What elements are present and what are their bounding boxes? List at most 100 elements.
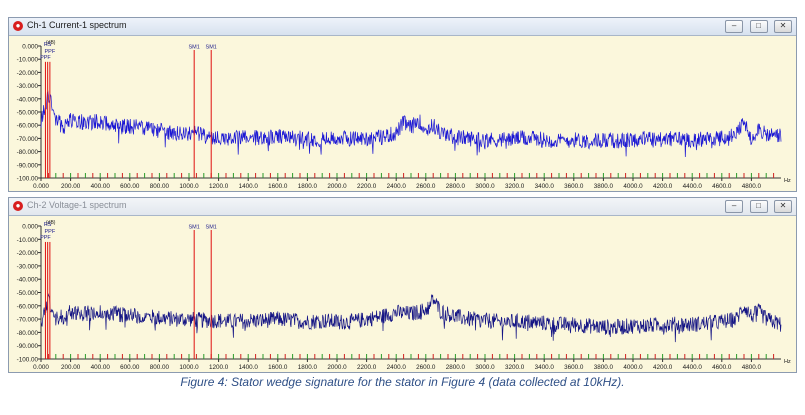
frequency-marker-label: SM1: [189, 224, 200, 230]
window-title: Ch-1 Current-1 spectrum: [27, 20, 127, 30]
frequency-marker-label: SM1: [206, 224, 217, 230]
y-tick-label: -60.000: [17, 303, 39, 310]
x-axis-unit: Hz: [784, 359, 791, 365]
y-tick-label: 0.000: [22, 44, 38, 51]
x-tick-label: 2800.0: [446, 183, 466, 190]
y-tick-label: -70.000: [17, 136, 39, 143]
x-tick-label: 2200.0: [357, 364, 377, 371]
figure-caption: Figure 4: Stator wedge signature for the…: [180, 375, 625, 389]
x-tick-label: 3000.0: [475, 183, 495, 190]
x-tick-label: 4200.0: [653, 364, 673, 371]
y-tick-label: -50.000: [17, 290, 39, 297]
x-tick-label: 2800.0: [446, 364, 466, 371]
x-tick-label: 1800.0: [298, 364, 318, 371]
y-tick-label: -100.00: [17, 357, 39, 364]
x-tick-label: 1400.0: [239, 183, 259, 190]
y-tick-label: -80.000: [17, 330, 39, 337]
maximize-button[interactable]: □: [749, 200, 768, 213]
x-tick-label: 2200.0: [357, 183, 377, 190]
x-tick-label: 1600.0: [268, 183, 288, 190]
x-tick-label: 4400.0: [683, 183, 703, 190]
frequency-marker-label: PPF: [40, 235, 51, 241]
close-button[interactable]: ✕: [774, 20, 792, 33]
x-tick-label: 3200.0: [505, 183, 525, 190]
x-tick-label: 3800.0: [594, 183, 614, 190]
x-tick-label: 2000.0: [327, 364, 347, 371]
x-tick-label: 2400.0: [387, 364, 407, 371]
window-title: Ch-2 Voltage-1 spectrum: [27, 200, 127, 210]
x-tick-label: 4800.0: [742, 364, 762, 371]
y-tick-label: 0.000: [22, 224, 38, 231]
x-tick-label: 400.00: [91, 364, 111, 371]
x-tick-label: 600.00: [120, 183, 140, 190]
x-tick-label: 4600.0: [712, 364, 732, 371]
frequency-marker-label: RS: [44, 42, 52, 48]
close-button[interactable]: ✕: [774, 200, 792, 213]
minimize-button[interactable]: –: [725, 200, 744, 213]
x-tick-label: 200.00: [61, 183, 81, 190]
x-tick-label: 3400.0: [535, 183, 555, 190]
y-axis-unit: (dB): [46, 40, 56, 46]
y-axis-unit: (dB): [46, 220, 56, 226]
current-spectrum-chart: 0.000 -10.000 -20.000 -30.000 -40.000 -50.000…: [17, 40, 791, 190]
frequency-marker-label: RS: [44, 222, 52, 228]
x-tick-label: 3800.0: [594, 364, 614, 371]
y-tick-label: -30.000: [17, 263, 39, 270]
current-spectrum-window[interactable]: ● Ch-1 Current-1 spectrum – □ ✕ 0.000 -10…: [8, 17, 797, 192]
spectrum-trace: [40, 90, 782, 158]
y-tick-label: -70.000: [17, 317, 39, 324]
y-tick-label: -50.000: [17, 110, 39, 117]
x-tick-label: 2600.0: [416, 183, 436, 190]
x-tick-label: 1200.0: [209, 364, 229, 371]
frequency-marker-label: PPF: [40, 55, 51, 61]
y-tick-label: -90.000: [17, 343, 39, 350]
y-tick-label: -40.000: [17, 96, 39, 103]
x-tick-label: 2000.0: [327, 183, 347, 190]
x-axis-unit: Hz: [784, 178, 791, 184]
frequency-marker-label: PPF: [45, 229, 56, 235]
x-tick-label: 3400.0: [535, 364, 555, 371]
x-tick-label: 4800.0: [742, 183, 762, 190]
x-tick-label: 3000.0: [475, 364, 495, 371]
frequency-marker-label: SM1: [206, 44, 217, 50]
minimize-button[interactable]: –: [725, 20, 744, 33]
x-tick-label: 800.00: [150, 183, 170, 190]
spectrum-trace: [40, 293, 782, 343]
y-tick-label: -10.000: [17, 237, 39, 244]
x-tick-label: 600.00: [120, 364, 140, 371]
y-tick-label: -90.000: [17, 162, 39, 169]
y-tick-label: -20.000: [17, 70, 39, 77]
voltage-spectrum-chart: 0.000 -10.000 -20.000 -30.000 -40.000 -50.000…: [17, 220, 791, 371]
x-tick-label: 1400.0: [239, 364, 259, 371]
y-tick-label: -100.00: [17, 176, 39, 183]
voltage-spectrum-titlebar[interactable]: ● Ch-2 Voltage-1 spectrum – □ ✕: [9, 198, 796, 216]
current-spectrum-titlebar[interactable]: ● Ch-1 Current-1 spectrum – □ ✕: [9, 18, 796, 36]
x-tick-label: 1200.0: [209, 183, 229, 190]
x-tick-label: 400.00: [91, 183, 111, 190]
voltage-spectrum-window[interactable]: ● Ch-2 Voltage-1 spectrum – □ ✕ 0.000 -10…: [8, 197, 797, 373]
x-tick-label: 4400.0: [683, 364, 703, 371]
y-tick-label: -80.000: [17, 149, 39, 156]
y-tick-label: -20.000: [17, 250, 39, 257]
x-tick-label: 1000.0: [179, 364, 199, 371]
x-tick-label: 800.00: [150, 364, 170, 371]
y-tick-label: -10.000: [17, 57, 39, 64]
x-tick-label: 4200.0: [653, 183, 673, 190]
x-tick-label: 1600.0: [268, 364, 288, 371]
x-tick-label: 2600.0: [416, 364, 436, 371]
x-tick-label: 1000.0: [179, 183, 199, 190]
app-icon[interactable]: ●: [13, 21, 23, 31]
app-icon[interactable]: ●: [13, 201, 23, 211]
y-tick-label: -60.000: [17, 123, 39, 130]
x-tick-label: 4000.0: [623, 183, 643, 190]
maximize-button[interactable]: □: [749, 20, 768, 33]
x-tick-label: 1800.0: [298, 183, 318, 190]
x-tick-label: 2400.0: [387, 183, 407, 190]
x-tick-label: 3200.0: [505, 364, 525, 371]
y-tick-label: -40.000: [17, 277, 39, 284]
x-tick-label: 0.000: [33, 364, 49, 371]
frequency-marker-label: PPF: [45, 49, 56, 55]
y-tick-label: -30.000: [17, 83, 39, 90]
frequency-marker-label: SM1: [189, 44, 200, 50]
x-tick-label: 4000.0: [623, 364, 643, 371]
